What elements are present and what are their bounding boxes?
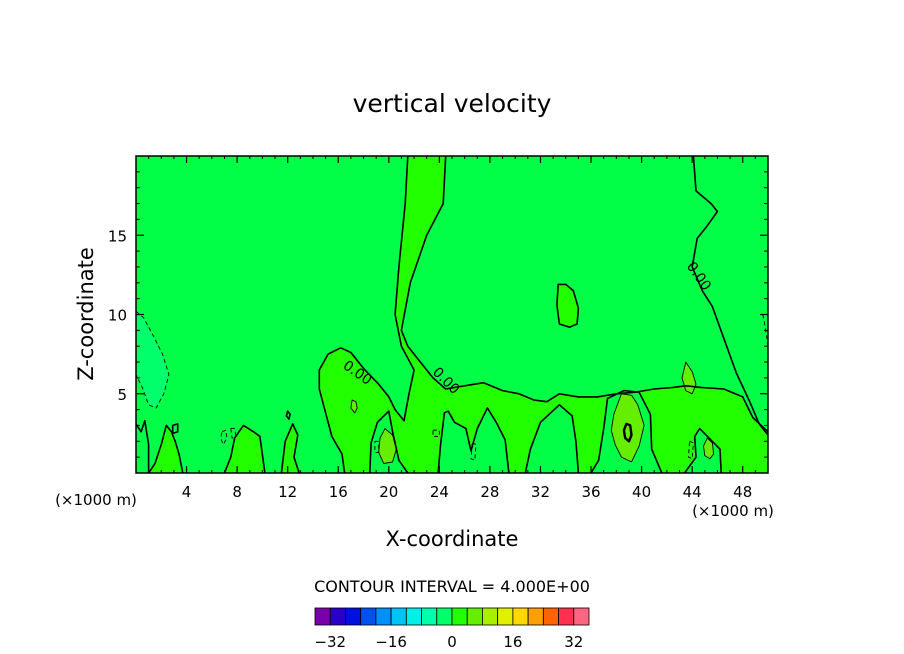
contour-line-6: [683, 427, 722, 473]
contour-line-24: [610, 393, 645, 463]
contour-region-4: [556, 284, 579, 328]
contour-line-16: [762, 314, 768, 347]
x-tick-label: 40: [632, 483, 651, 501]
contour-interval-text: CONTOUR INTERVAL = 4.000E+00: [314, 577, 590, 596]
colorbar-swatch: [542, 607, 559, 626]
colorbar-tick-label: 0: [447, 633, 457, 651]
colorbar-tick-label: 32: [564, 633, 583, 651]
x-tick-label: 36: [581, 483, 600, 501]
x-tick-label: 8: [232, 483, 242, 501]
x-tick-label: 32: [531, 483, 550, 501]
x-tick-label: 12: [278, 483, 297, 501]
contour-line-0: [400, 156, 768, 433]
x-tick-label: 16: [329, 483, 348, 501]
x-unit-label-left: (×1000 m): [55, 491, 137, 509]
x-tick-label: 20: [379, 483, 398, 501]
contour-line-17: [220, 429, 228, 445]
contour-line-15: [136, 310, 170, 409]
colorbar-swatch: [436, 607, 453, 626]
contour-line-27: [350, 399, 358, 414]
contour-line-22: [687, 440, 694, 460]
x-tick-label: 28: [480, 483, 499, 501]
contour-region-5: [136, 311, 169, 408]
contour-line-8: [147, 424, 184, 473]
y-axis-ticks: 5 10 15: [108, 171, 768, 458]
colorbar-swatch: [482, 607, 499, 626]
colorbar-swatch: [573, 607, 590, 626]
x-tick-label: 44: [683, 483, 702, 501]
chart-title: vertical velocity: [353, 89, 552, 118]
colorbar-swatch: [375, 607, 392, 626]
colorbar-swatch: [314, 607, 331, 626]
contour-region-7: [611, 393, 645, 462]
colorbar-swatch: [405, 607, 422, 626]
contour-line-4: [524, 403, 580, 473]
contour-lines: [136, 156, 768, 473]
contour-line-18: [230, 428, 237, 439]
contour-line-3: [437, 407, 510, 473]
contour-line-13: [171, 423, 179, 435]
x-tick-label: 48: [733, 483, 752, 501]
colorbar-swatch: [451, 607, 468, 626]
contour-region-0: [319, 156, 768, 473]
y-tick-label: 15: [108, 227, 127, 245]
colorbar-swatch: [512, 607, 529, 626]
contour-line-23: [378, 428, 397, 464]
y-tick-label: 10: [108, 307, 127, 325]
contour-line-21: [470, 442, 477, 461]
contour-region-1: [148, 425, 183, 473]
x-tick-label: 24: [430, 483, 449, 501]
x-tick-label: 4: [182, 483, 192, 501]
contour-line-26: [703, 437, 715, 460]
colorbar-swatch: [527, 607, 544, 626]
x-axis-ticks: 4 8 12 16 20 24 28 32 36 40 44 48: [148, 156, 756, 501]
colorbar-tick-labels: −32 −16 0 16 32: [314, 633, 583, 651]
y-tick-label: 5: [117, 386, 127, 404]
colorbar-swatch: [360, 607, 377, 626]
y-axis-label: Z-coordinate: [74, 247, 98, 381]
colorbar-swatch: [497, 607, 514, 626]
colorbar: [314, 607, 590, 626]
colorbar-swatch: [329, 607, 346, 626]
contour-line-14: [285, 410, 292, 420]
contour-line-20: [432, 429, 440, 437]
contour-line-9: [223, 424, 266, 473]
contour-region-9: [703, 438, 714, 459]
colorbar-swatch: [345, 607, 362, 626]
colorbar-tick-label: −16: [375, 633, 407, 651]
contour-line-5: [590, 389, 663, 473]
x-unit-label-right: (×1000 m): [692, 502, 774, 520]
contour-line-25: [681, 361, 697, 395]
colorbar-tick-label: −32: [314, 633, 346, 651]
contour-line-12: [556, 283, 580, 329]
contour-line-1: [318, 156, 415, 473]
colorbar-swatch: [466, 607, 483, 626]
contour-line-2: [369, 410, 409, 473]
contour-region-6: [378, 428, 397, 464]
colorbar-swatch: [558, 607, 575, 626]
contour-line-11: [691, 156, 768, 436]
contour-line-10: [280, 423, 300, 473]
contour-region-2: [224, 425, 265, 473]
colorbar-swatch: [390, 607, 407, 626]
colorbar-tick-label: 16: [503, 633, 522, 651]
contour-line-7: [136, 419, 150, 473]
contour-line-28: [622, 422, 633, 443]
colorbar-swatch: [421, 607, 438, 626]
x-axis-label: X-coordinate: [386, 527, 519, 551]
filled-contour-regions: [136, 156, 768, 473]
